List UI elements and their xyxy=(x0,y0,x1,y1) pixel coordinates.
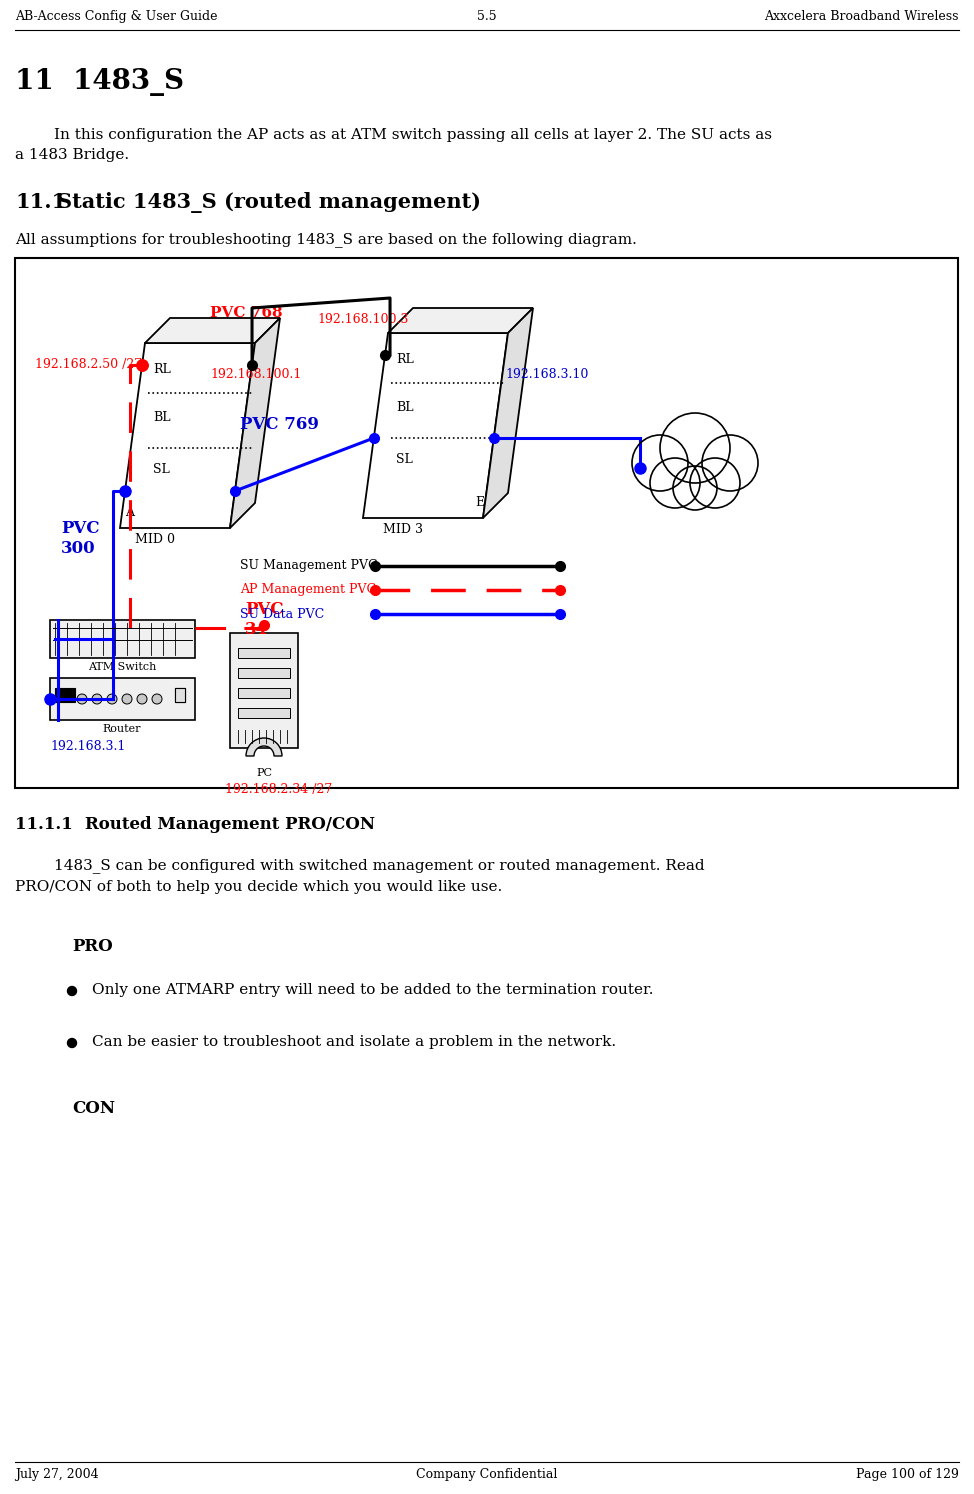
Text: A: A xyxy=(125,506,134,518)
Text: PRO: PRO xyxy=(72,938,113,955)
Circle shape xyxy=(67,1038,77,1047)
Bar xyxy=(50,678,195,720)
Polygon shape xyxy=(230,318,280,527)
Circle shape xyxy=(702,435,758,492)
Polygon shape xyxy=(363,333,508,518)
Text: 11.1.1: 11.1.1 xyxy=(15,816,73,834)
Text: Axxcelera Broadband Wireless: Axxcelera Broadband Wireless xyxy=(765,10,959,22)
Text: SU Management PVC: SU Management PVC xyxy=(240,559,378,572)
Circle shape xyxy=(122,695,132,704)
Text: PVC 768: PVC 768 xyxy=(210,306,282,320)
Text: July 27, 2004: July 27, 2004 xyxy=(15,1469,98,1481)
Text: a 1483 Bridge.: a 1483 Bridge. xyxy=(15,148,130,161)
Circle shape xyxy=(67,986,77,995)
Circle shape xyxy=(137,695,147,704)
Text: 11  1483_S: 11 1483_S xyxy=(15,69,184,96)
Bar xyxy=(50,620,195,657)
Text: 192.168.3.1: 192.168.3.1 xyxy=(50,740,126,753)
Text: LAN: LAN xyxy=(679,462,711,475)
Text: PVC
34: PVC 34 xyxy=(245,601,283,638)
Circle shape xyxy=(152,695,162,704)
Text: PRO/CON of both to help you decide which you would like use.: PRO/CON of both to help you decide which… xyxy=(15,880,503,893)
Wedge shape xyxy=(246,738,282,756)
Text: Page 100 of 129: Page 100 of 129 xyxy=(856,1469,959,1481)
Text: Routed Management PRO/CON: Routed Management PRO/CON xyxy=(85,816,375,834)
Circle shape xyxy=(690,459,740,508)
Text: All assumptions for troubleshooting 1483_S are based on the following diagram.: All assumptions for troubleshooting 1483… xyxy=(15,232,637,247)
Text: ATM Switch: ATM Switch xyxy=(88,662,156,672)
Text: CON: CON xyxy=(72,1100,115,1118)
Text: MID 3: MID 3 xyxy=(383,523,423,536)
Bar xyxy=(175,689,185,702)
Text: Can be easier to troubleshoot and isolate a problem in the network.: Can be easier to troubleshoot and isolat… xyxy=(92,1035,617,1049)
Circle shape xyxy=(92,695,102,704)
Circle shape xyxy=(107,695,117,704)
Polygon shape xyxy=(483,308,533,518)
Circle shape xyxy=(77,695,87,704)
Text: RL: RL xyxy=(153,363,170,376)
Polygon shape xyxy=(120,344,255,527)
Text: Router: Router xyxy=(102,725,141,734)
Bar xyxy=(15,258,958,787)
Bar xyxy=(238,648,290,657)
Bar xyxy=(230,633,298,748)
Text: PC: PC xyxy=(256,768,272,778)
Circle shape xyxy=(660,412,730,483)
Text: 5.5: 5.5 xyxy=(477,10,497,22)
Polygon shape xyxy=(145,318,280,344)
Text: AB-Access Config & User Guide: AB-Access Config & User Guide xyxy=(15,10,217,22)
Text: PVC 769: PVC 769 xyxy=(240,415,318,433)
Text: E: E xyxy=(475,496,484,509)
Text: PVC
300: PVC 300 xyxy=(61,520,99,557)
Text: AP Management PVC: AP Management PVC xyxy=(240,584,376,596)
Bar xyxy=(238,708,290,719)
Text: BL: BL xyxy=(396,400,414,414)
Text: BL: BL xyxy=(153,411,170,424)
Text: SL: SL xyxy=(396,453,413,466)
Bar xyxy=(55,689,75,702)
Polygon shape xyxy=(388,308,533,333)
Bar xyxy=(238,689,290,698)
Bar xyxy=(175,689,185,702)
Text: MID 0: MID 0 xyxy=(135,533,175,545)
Text: Only one ATMARP entry will need to be added to the termination router.: Only one ATMARP entry will need to be ad… xyxy=(92,983,654,996)
Text: Company Confidential: Company Confidential xyxy=(416,1469,558,1481)
Text: 192.168.100.1: 192.168.100.1 xyxy=(210,368,301,381)
Text: 192.168.2.50 /27: 192.168.2.50 /27 xyxy=(35,359,142,371)
Text: SL: SL xyxy=(153,463,169,477)
Circle shape xyxy=(650,459,700,508)
Text: In this configuration the AP acts as at ATM switch passing all cells at layer 2.: In this configuration the AP acts as at … xyxy=(15,128,772,142)
Text: 11.1: 11.1 xyxy=(15,193,66,212)
Text: 192.168.3.10: 192.168.3.10 xyxy=(505,368,588,381)
Text: 192.168.2.34 /27: 192.168.2.34 /27 xyxy=(225,783,332,796)
Circle shape xyxy=(673,466,717,509)
Text: SU Data PVC: SU Data PVC xyxy=(240,608,324,620)
Text: RL: RL xyxy=(396,353,414,366)
Circle shape xyxy=(632,435,688,492)
Text: 192.168.100.3: 192.168.100.3 xyxy=(317,314,408,326)
Text: Static 1483_S (routed management): Static 1483_S (routed management) xyxy=(57,193,481,214)
Bar xyxy=(238,668,290,678)
Text: 1483_S can be configured with switched management or routed management. Read: 1483_S can be configured with switched m… xyxy=(15,858,704,872)
